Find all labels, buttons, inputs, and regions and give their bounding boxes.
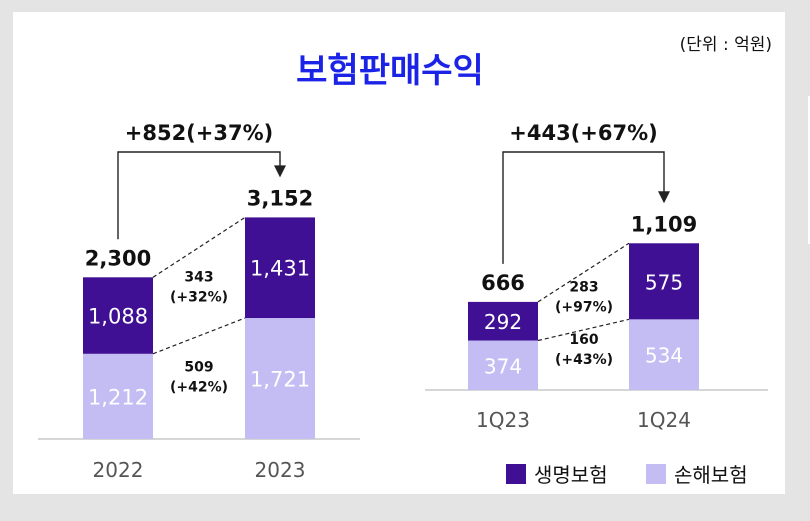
chart-title: 보험판매수익 [296,51,484,91]
connector-top [152,216,246,278]
change-nonlife-value: 509 [184,359,213,375]
legend: 생명보험 손해보험 [506,463,748,487]
legend-swatch-nonlife [646,464,666,484]
bar-nonlife-1Q24 [629,319,699,390]
category-label-1Q24: 1Q24 [637,408,691,432]
connector-mid [152,317,246,355]
value-label-nonlife-1Q23: 374 [484,354,522,378]
total-change-arrowhead [274,165,286,178]
value-label-life-1Q23: 292 [484,310,522,334]
value-label-life-2022: 1,088 [88,305,148,329]
category-label-1Q23: 1Q23 [476,408,530,432]
bar-nonlife-2022 [83,353,153,439]
category-label-2022: 2022 [93,458,144,482]
change-nonlife-pct: (+42%) [170,379,228,395]
bar-nonlife-1Q23 [468,340,538,390]
connector-mid [537,318,630,342]
change-life-value: 343 [184,270,213,286]
value-label-nonlife-2022: 1,212 [88,385,148,409]
legend-swatch-life [506,464,526,484]
total-label-1Q24: 1,109 [631,212,697,236]
value-label-nonlife-1Q24: 534 [645,344,683,368]
bar-life-2022 [83,277,153,354]
total-label-2023: 3,152 [247,186,313,210]
change-nonlife-pct: (+43%) [555,352,613,368]
total-label-2022: 2,300 [85,246,151,270]
legend-label-nonlife: 손해보험 [674,463,748,487]
value-label-nonlife-2023: 1,721 [250,368,310,392]
change-life-value: 283 [569,279,598,295]
total-label-1Q23: 666 [481,271,525,295]
total-change-label: +852(+37%) [125,121,274,145]
total-change-bracket [502,151,665,264]
side-panel-edge [808,96,810,244]
category-label-2023: 2023 [255,458,306,482]
bar-life-1Q24 [629,243,699,320]
bar-nonlife-2023 [245,318,315,439]
total-change-arrowhead [658,191,670,204]
bar-life-2023 [245,217,315,319]
change-life-pct: (+32%) [170,290,228,306]
value-label-life-2023: 1,431 [250,257,310,281]
total-change-label: +443(+67%) [509,121,658,145]
change-nonlife-value: 160 [569,332,598,348]
unit-label: (단위 : 억원) [680,35,772,55]
legend-label-life: 생명보험 [534,463,608,487]
total-change-bracket [117,151,281,240]
charts-group: 1,212 1,088 2,300 2022 1,721 1,431 3,152 2023 34… [83,121,699,482]
value-label-life-1Q24: 575 [645,270,683,294]
change-life-pct: (+97%) [555,299,613,315]
bar-life-1Q23 [468,301,538,341]
